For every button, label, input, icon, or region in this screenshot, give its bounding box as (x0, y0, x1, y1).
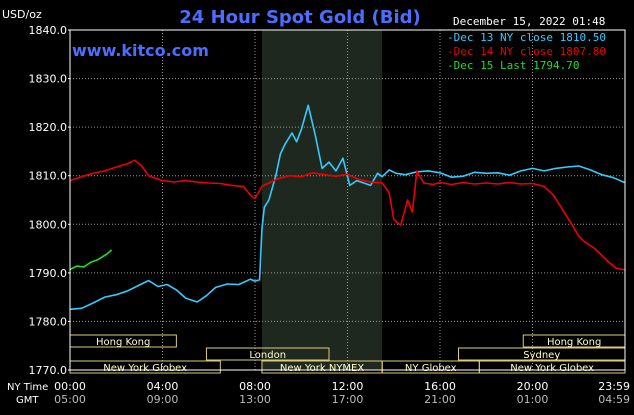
chart-title: 24 Hour Spot Gold (Bid) (179, 7, 420, 28)
x-tick-label-gmt: 09:00 (147, 393, 179, 406)
session-bar-label: Sydney (523, 350, 560, 361)
x-tick-label-ny: 20:00 (517, 380, 549, 393)
legend-entry-3: -Dec 15 Last 1794.70 (447, 59, 579, 72)
y-tick-label: 1790.0 (29, 267, 68, 280)
x-tick-label-ny: 04:00 (147, 380, 179, 393)
plot-frame (69, 29, 626, 371)
session-bar-label: New York Globex (103, 363, 187, 374)
x-tick-label-gmt: 05:00 (54, 393, 86, 406)
session-bar-label: London (249, 350, 286, 361)
x-tick-label-gmt: 17:00 (332, 393, 364, 406)
y-tick-label: 1830.0 (29, 73, 68, 86)
series-line-1 (69, 104, 625, 311)
y-tick-label: 1840.0 (29, 24, 68, 37)
session-bar-row2-1: London (205, 347, 330, 361)
x-axis-row2-label: GMT (16, 395, 39, 406)
website-link[interactable]: www.kitco.com (72, 41, 209, 60)
session-bar-label: New York Globex (510, 363, 594, 374)
y-tick-label: 1820.0 (29, 121, 68, 134)
x-tick-label-gmt: 13:00 (239, 393, 271, 406)
x-tick-label-ny: 23:59 (598, 380, 630, 393)
session-bar-frame (205, 347, 330, 361)
nymex-session-shade (261, 30, 383, 370)
session-bar-row3-2: New York NYMEX (261, 360, 383, 374)
legend-entry-2: -Dec 14 NY close 1807.80 (447, 45, 606, 58)
y-axis-unit: USD/oz (2, 8, 42, 21)
legend-entry-1: -Dec 13 NY close 1810.50 (447, 31, 606, 44)
y-tick-label: 1780.0 (29, 315, 68, 328)
x-tick-label-gmt: 04:59 (598, 393, 630, 406)
x-tick-label-ny: 16:00 (424, 380, 456, 393)
timestamp: December 15, 2022 01:48 (453, 15, 605, 28)
series-line-3 (69, 249, 113, 271)
y-tick-label: 1770.0 (29, 364, 68, 377)
x-tick-label-gmt: 01:00 (517, 393, 549, 406)
y-tick-label: 1800.0 (29, 218, 68, 231)
session-bar-label: Hong Kong (547, 337, 601, 348)
x-axis-row1-label: NY Time (7, 382, 48, 393)
x-tick-label-ny: 08:00 (239, 380, 271, 393)
x-tick-label-ny: 00:00 (54, 380, 86, 393)
legend: -Dec 13 NY close 1810.50-Dec 14 NY close… (447, 31, 606, 72)
x-tick-label-gmt: 21:00 (424, 393, 456, 406)
session-bar-label: Hong Kong (96, 337, 150, 348)
session-bar-label: New York NYMEX (280, 363, 365, 374)
y-tick-label: 1810.0 (29, 170, 68, 183)
series-line-2 (69, 159, 625, 271)
x-tick-label-ny: 12:00 (332, 380, 364, 393)
session-bar-label: NY Globex (405, 363, 457, 374)
